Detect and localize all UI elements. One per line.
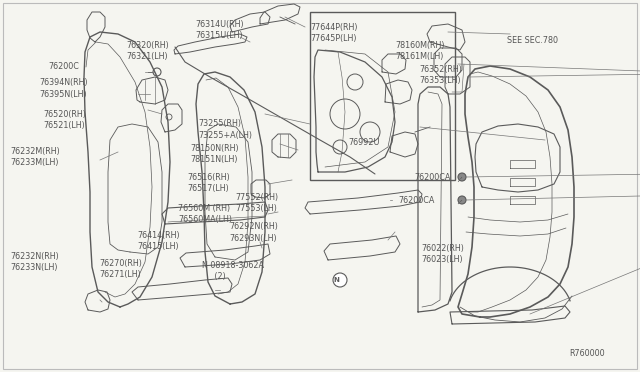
Text: 77644P(RH)
77645P(LH): 77644P(RH) 77645P(LH) bbox=[310, 23, 358, 43]
Text: N 08918-3062A
     (2): N 08918-3062A (2) bbox=[202, 261, 264, 281]
Text: 76022(RH)
76023(LH): 76022(RH) 76023(LH) bbox=[421, 244, 464, 264]
Text: 76270(RH)
76271(LH): 76270(RH) 76271(LH) bbox=[99, 259, 142, 279]
Bar bbox=[310, 12, 455, 180]
Text: 76232N(RH)
76233N(LH): 76232N(RH) 76233N(LH) bbox=[10, 252, 59, 272]
Text: 76232M(RH)
76233M(LH): 76232M(RH) 76233M(LH) bbox=[10, 147, 60, 167]
Text: N: N bbox=[333, 277, 339, 283]
Text: 76200C: 76200C bbox=[48, 62, 79, 71]
Text: 76292N(RH)
76293N(LH): 76292N(RH) 76293N(LH) bbox=[229, 222, 278, 243]
Text: 78150N(RH)
78151N(LH): 78150N(RH) 78151N(LH) bbox=[191, 144, 239, 164]
Circle shape bbox=[458, 196, 466, 204]
Text: 76314U(RH)
76315U(LH): 76314U(RH) 76315U(LH) bbox=[195, 20, 244, 40]
Text: 76352(RH)
76353(LH): 76352(RH) 76353(LH) bbox=[419, 65, 462, 85]
Text: R760000: R760000 bbox=[570, 349, 605, 358]
Text: 76516(RH)
76517(LH): 76516(RH) 76517(LH) bbox=[187, 173, 230, 193]
Circle shape bbox=[333, 273, 347, 287]
Text: 76320(RH)
76321(LH): 76320(RH) 76321(LH) bbox=[127, 41, 170, 61]
Text: 76560M (RH)
76560MA(LH): 76560M (RH) 76560MA(LH) bbox=[178, 204, 232, 224]
Text: 78160M(RH)
78161M(LH): 78160M(RH) 78161M(LH) bbox=[396, 41, 445, 61]
Text: 76992U: 76992U bbox=[349, 138, 380, 147]
Text: 77552(RH)
77553(LH): 77552(RH) 77553(LH) bbox=[236, 193, 278, 213]
Text: 73255(RH)
73255+A(LH): 73255(RH) 73255+A(LH) bbox=[198, 119, 252, 140]
Text: 76414(RH)
76415(LH): 76414(RH) 76415(LH) bbox=[138, 231, 180, 251]
Text: 76520(RH)
76521(LH): 76520(RH) 76521(LH) bbox=[44, 110, 86, 130]
Text: SEE SEC.780: SEE SEC.780 bbox=[507, 36, 558, 45]
Text: 76394N(RH)
76395N(LH): 76394N(RH) 76395N(LH) bbox=[40, 78, 88, 99]
Circle shape bbox=[458, 173, 466, 181]
Text: 76200CA: 76200CA bbox=[414, 173, 451, 182]
Text: 76200CA: 76200CA bbox=[398, 196, 435, 205]
